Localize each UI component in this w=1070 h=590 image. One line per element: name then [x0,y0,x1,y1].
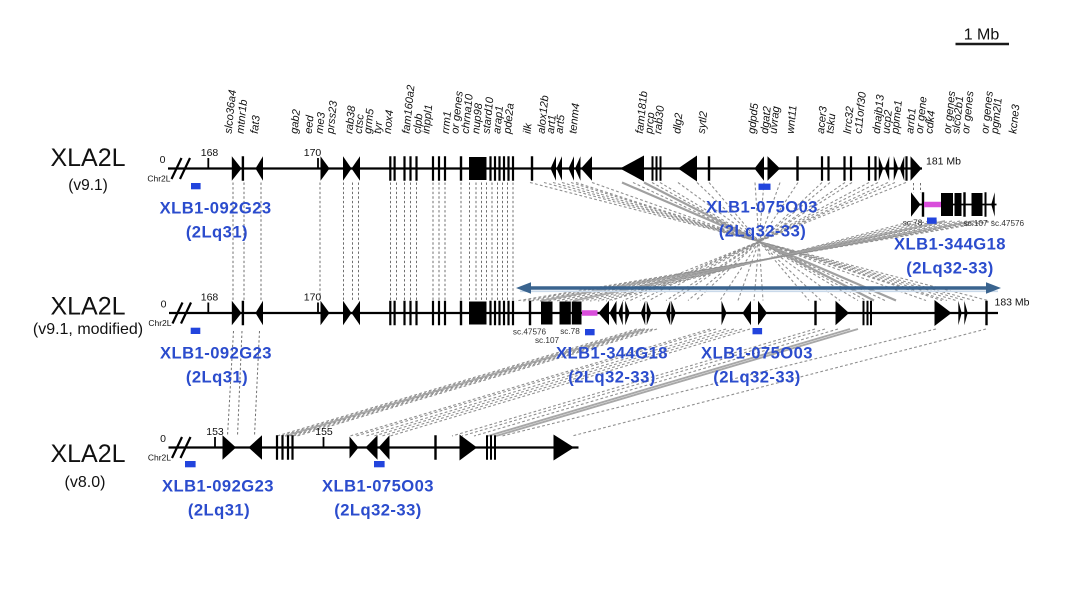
svg-text:dlg2: dlg2 [671,112,685,134]
svg-text:(2Lq32-33): (2Lq32-33) [719,222,807,241]
svg-text:gab2: gab2 [288,109,302,135]
svg-text:rrm1: rrm1 [440,111,454,135]
svg-text:sc.47576: sc.47576 [991,219,1025,228]
svg-text:0: 0 [160,433,166,445]
svg-text:(2Lq31): (2Lq31) [188,501,250,520]
svg-text:170: 170 [304,147,322,159]
svg-text:c11orf30: c11orf30 [853,90,869,134]
svg-text:XLB1-344G18: XLB1-344G18 [556,344,668,363]
svg-text:XLB1-344G18: XLB1-344G18 [894,235,1006,254]
svg-text:wnt11: wnt11 [785,105,800,135]
svg-text:or genes: or genes [449,90,465,134]
svg-text:ucp2: ucp2 [880,109,894,134]
svg-text:nox4: nox4 [382,109,396,134]
svg-text:slco2b1: slco2b1 [950,95,966,134]
svg-text:168: 168 [201,292,219,304]
svg-text:Chr2L: Chr2L [148,318,171,328]
svg-text:170: 170 [304,292,322,304]
svg-text:Chr2L: Chr2L [147,174,170,184]
svg-text:XLA2L: XLA2L [50,144,125,172]
svg-text:arrb1: arrb1 [904,108,919,135]
svg-text:XLB1-075O03: XLB1-075O03 [701,344,813,363]
svg-text:cdk4: cdk4 [923,110,937,134]
svg-text:(2Lq31): (2Lq31) [186,368,248,387]
svg-text:acer3: acer3 [815,105,830,134]
svg-text:or gene: or gene [914,96,930,134]
svg-text:XLA2L: XLA2L [50,293,125,321]
svg-text:eed: eed [303,114,317,134]
svg-text:(2Lq32-33): (2Lq32-33) [334,501,422,520]
svg-text:XLB1-092G23: XLB1-092G23 [160,344,272,363]
svg-text:or genes: or genes [960,90,976,134]
svg-text:sc.107: sc.107 [535,336,560,345]
svg-text:sc.78: sc.78 [903,219,923,228]
svg-text:fat3: fat3 [249,114,263,134]
svg-text:or genes: or genes [942,90,958,134]
svg-text:0: 0 [161,299,167,311]
svg-text:(v9.1): (v9.1) [68,177,108,194]
svg-text:grm5: grm5 [362,107,377,134]
svg-text:sc.47576: sc.47576 [513,328,547,337]
svg-text:(v8.0): (v8.0) [65,474,106,491]
svg-text:155: 155 [315,426,333,438]
svg-text:lrrc32: lrrc32 [842,106,857,135]
svg-text:pgm2l1: pgm2l1 [989,97,1005,135]
svg-text:dgat2: dgat2 [759,106,774,135]
svg-text:(2Lq32-33): (2Lq32-33) [713,368,801,387]
svg-text:stard10: stard10 [481,96,497,135]
svg-text:art5: art5 [554,113,568,134]
svg-text:tenm4: tenm4 [567,103,582,135]
svg-text:ctsc: ctsc [353,113,367,134]
svg-text:rab38: rab38 [343,104,358,134]
svg-text:XLA2L: XLA2L [50,440,125,468]
svg-text:me3: me3 [314,111,328,134]
svg-text:inppl1: inppl1 [420,104,435,134]
svg-text:pde2a: pde2a [502,103,517,136]
svg-text:tyr: tyr [372,120,385,135]
svg-text:XLB1-092G23: XLB1-092G23 [160,199,272,218]
svg-text:1 Mb: 1 Mb [964,27,1000,44]
svg-text:tsku: tsku [824,113,838,134]
svg-text:sc.78: sc.78 [560,327,580,336]
svg-text:prss23: prss23 [325,99,341,135]
svg-text:181 Mb: 181 Mb [926,156,961,168]
svg-text:gdpd5: gdpd5 [746,102,761,135]
svg-text:kcne3: kcne3 [1007,103,1022,134]
svg-text:chrna10: chrna10 [460,93,476,135]
svg-text:183 Mb: 183 Mb [995,297,1030,309]
svg-text:mtnr1b: mtnr1b [235,99,251,134]
svg-text:XLB1-092G23: XLB1-092G23 [162,477,274,496]
svg-text:sc.107: sc.107 [963,219,988,228]
svg-text:fam181b: fam181b [634,90,650,134]
svg-text:dnajb13: dnajb13 [871,93,887,134]
svg-text:nup98: nup98 [470,102,485,135]
svg-text:rab30: rab30 [652,104,667,134]
svg-text:arap1: arap1 [491,105,506,134]
svg-text:168: 168 [201,147,219,159]
svg-text:(v9.1, modified): (v9.1, modified) [33,321,143,338]
svg-text:Chr2L: Chr2L [148,453,171,463]
svg-text:slco36a4: slco36a4 [223,89,240,134]
svg-text:(2Lq32-33): (2Lq32-33) [906,259,994,278]
svg-text:alox12b: alox12b [536,95,552,135]
svg-text:ppme1: ppme1 [889,100,905,136]
svg-text:or genes: or genes [979,90,995,134]
svg-text:(2Lq32-33): (2Lq32-33) [568,368,656,387]
svg-text:clpb: clpb [411,113,425,134]
svg-text:prcp: prcp [643,112,657,136]
svg-text:0: 0 [160,154,166,166]
svg-text:XLB1-075O03: XLB1-075O03 [322,477,434,496]
svg-text:art1: art1 [545,114,559,134]
svg-text:XLB1-075O03: XLB1-075O03 [706,198,818,217]
svg-text:ilk: ilk [522,122,535,134]
svg-text:sytl2: sytl2 [696,111,710,135]
svg-text:fam160a2: fam160a2 [400,84,417,134]
svg-text:153: 153 [206,426,224,438]
svg-text:uvrag: uvrag [768,105,783,134]
svg-text:(2Lq31): (2Lq31) [186,223,248,242]
